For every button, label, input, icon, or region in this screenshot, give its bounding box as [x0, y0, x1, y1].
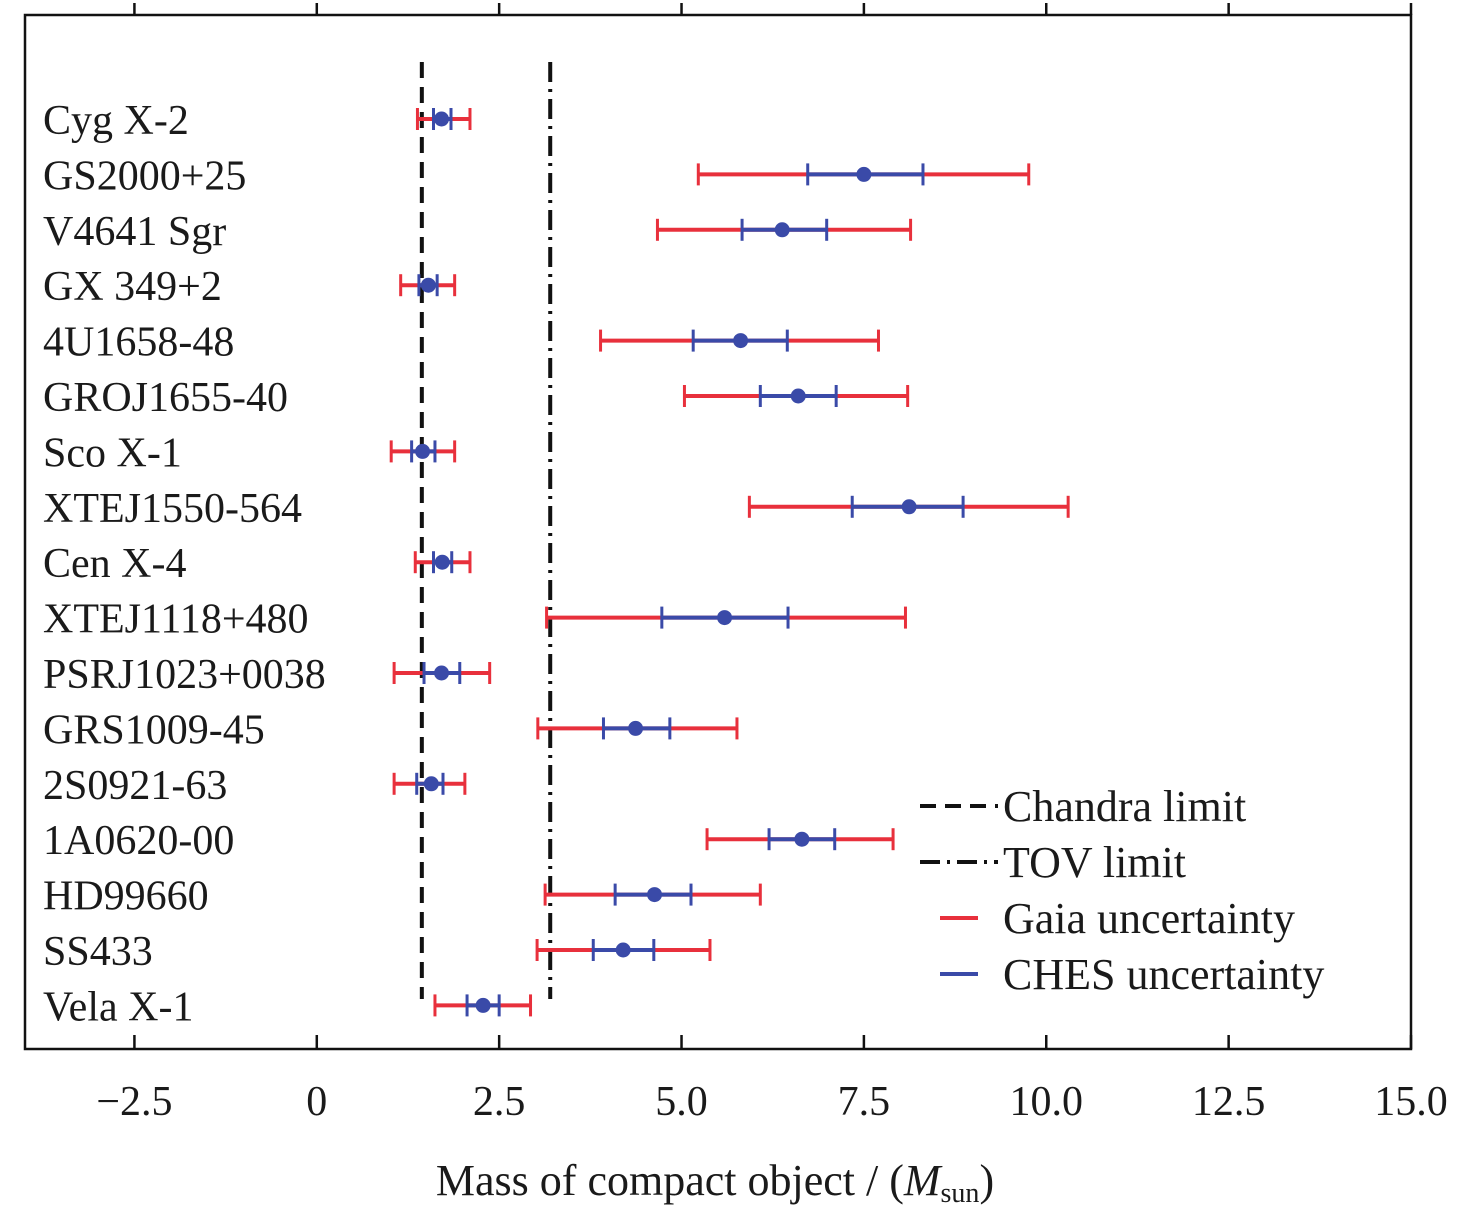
object-label: V4641 Sgr	[43, 209, 226, 255]
x-axis-label-prefix: Mass of compact object / (	[436, 1156, 904, 1205]
mass-point	[434, 665, 450, 681]
legend: Chandra limit TOV limit Gaia uncertainty CH…	[920, 782, 1324, 999]
mass-point	[733, 333, 749, 349]
x-axis-label-symbol: M	[903, 1156, 943, 1205]
x-axis-label-suffix: )	[979, 1156, 994, 1205]
mass-point	[434, 111, 450, 127]
mass-point	[628, 720, 644, 736]
mass-point	[434, 554, 450, 570]
mass-point	[856, 166, 872, 182]
x-tick-label: 15.0	[1374, 1079, 1448, 1125]
object-label: Vela X-1	[43, 984, 193, 1030]
object-label: Cen X-4	[43, 541, 186, 587]
mass-point	[475, 997, 491, 1013]
mass-point	[415, 443, 431, 459]
plot-frame	[23, 13, 1413, 1051]
reference-lines	[419, 62, 553, 999]
mass-point	[790, 388, 806, 404]
object-label: PSRJ1023+0038	[43, 652, 326, 698]
x-axis-label: Mass of compact object / (Msun)	[436, 1156, 994, 1209]
object-label: GS2000+25	[43, 153, 246, 199]
legend-gaia-label: Gaia uncertainty	[1003, 894, 1295, 943]
mass-point	[717, 610, 733, 626]
mass-point	[794, 831, 810, 847]
object-label: 4U1658-48	[43, 320, 234, 366]
x-axis: −2.5 0 2.5 5.0 7.5 10.0 12.5 15.0	[96, 3, 1448, 1125]
object-labels: Cyg X-2 GS2000+25 V4641 Sgr GX 349+2 4U1658-…	[43, 98, 326, 1030]
x-tick-label: 2.5	[473, 1079, 526, 1125]
object-label: GX 349+2	[43, 264, 222, 310]
mass-point	[615, 942, 631, 958]
x-tick-label: 12.5	[1192, 1079, 1266, 1125]
legend-chandra-label: Chandra limit	[1003, 782, 1246, 831]
x-tick-label: 5.0	[655, 1079, 708, 1125]
x-tick-label: 7.5	[838, 1079, 891, 1125]
object-label: Cyg X-2	[43, 98, 189, 144]
object-label: GROJ1655-40	[43, 375, 288, 421]
object-label: Sco X-1	[43, 430, 182, 476]
error-bars	[389, 108, 1070, 1017]
mass-point	[647, 887, 663, 903]
mass-point	[901, 499, 917, 515]
mass-point	[774, 222, 790, 238]
legend-ches-label: CHES uncertainty	[1003, 950, 1324, 999]
x-tick-label: 0	[306, 1079, 327, 1125]
object-label: 2S0921-63	[43, 763, 227, 809]
object-label: SS433	[43, 929, 153, 975]
legend-tov-label: TOV limit	[1003, 838, 1186, 887]
object-label: 1A0620-00	[43, 818, 234, 864]
mass-point	[420, 277, 436, 293]
object-label: HD99660	[43, 874, 209, 920]
object-label: GRS1009-45	[43, 707, 265, 753]
object-label: XTEJ1118+480	[43, 597, 309, 643]
x-axis-label-subscript: sun	[941, 1178, 980, 1209]
object-label: XTEJ1550-564	[43, 486, 302, 532]
x-tick-label: −2.5	[96, 1079, 172, 1125]
x-tick-label: 10.0	[1010, 1079, 1084, 1125]
mass-point	[423, 776, 439, 792]
